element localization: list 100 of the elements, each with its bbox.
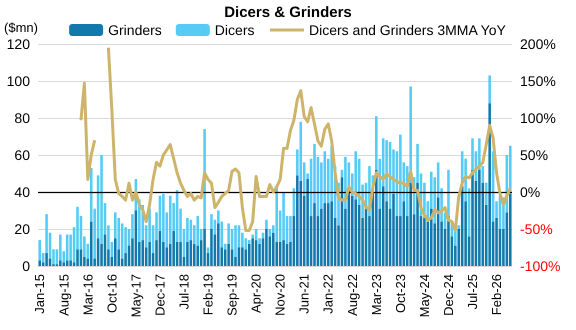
y2-tick-label: 50%	[520, 147, 548, 163]
bar	[292, 188, 296, 216]
y-tick-label: 120	[6, 36, 30, 52]
y-tick-label: 100	[6, 73, 30, 89]
bar	[278, 242, 282, 266]
bar	[254, 240, 258, 266]
bar	[176, 190, 178, 242]
x-tick-label: Jan-15	[32, 274, 48, 314]
x-tick-label: Apr-20	[248, 274, 264, 314]
x-tick-label: Dec-24	[440, 274, 456, 316]
y-tick-label: 60	[14, 147, 30, 163]
x-tick-label: Jun-21	[296, 274, 312, 314]
bar	[364, 204, 368, 266]
bar	[96, 238, 100, 266]
bar	[192, 244, 196, 266]
bar	[172, 230, 175, 266]
bar	[282, 240, 285, 266]
bar	[488, 75, 491, 104]
bar	[241, 248, 244, 266]
y2-tick-label: 200%	[520, 36, 556, 52]
bar	[190, 220, 192, 240]
y-axis-title: ($mn)	[4, 20, 38, 35]
x-tick-label: Feb-26	[489, 274, 504, 316]
bar	[186, 242, 189, 266]
bar	[508, 194, 512, 266]
bar	[114, 238, 117, 266]
y2-tick-label: 0%	[520, 184, 540, 200]
x-tick-label: Oct-16	[104, 274, 120, 314]
bar	[190, 240, 192, 266]
bar	[90, 222, 93, 266]
bar	[275, 186, 278, 242]
y2-tick-label: -50%	[520, 221, 553, 237]
bar	[234, 225, 237, 257]
bar	[313, 203, 316, 266]
x-tick-label: Aug-15	[56, 274, 72, 316]
bar	[179, 242, 182, 266]
bar	[460, 186, 464, 266]
bar	[134, 210, 138, 266]
bar	[265, 220, 268, 229]
bar	[402, 201, 406, 266]
bar	[251, 238, 254, 266]
bar	[265, 229, 268, 266]
bar	[227, 244, 230, 266]
bar	[45, 253, 48, 266]
x-tick-label: Jul-25	[465, 274, 480, 310]
bar	[76, 249, 79, 266]
bar	[478, 170, 481, 266]
bar	[158, 230, 162, 266]
bar	[272, 232, 275, 266]
y2-tick-label: 150%	[520, 73, 556, 89]
bar	[38, 240, 42, 260]
bar	[217, 223, 220, 266]
bar	[495, 218, 498, 266]
bar	[206, 248, 210, 254]
bar	[471, 170, 474, 266]
x-tick-label: Feb-19	[200, 274, 216, 316]
bar	[282, 192, 285, 240]
bar	[203, 229, 206, 266]
bar	[388, 142, 392, 209]
bar	[354, 199, 358, 266]
y2-tick-label: -100%	[520, 258, 560, 274]
bar	[457, 225, 460, 229]
bar	[392, 194, 395, 266]
bar	[148, 242, 151, 266]
x-tick-label: Jul-18	[176, 274, 192, 310]
bar	[268, 229, 272, 236]
legend-label: Grinders	[108, 22, 162, 38]
bar	[488, 103, 491, 266]
bar	[141, 240, 144, 266]
x-tick-label: May-17	[128, 274, 144, 318]
x-tick-label: Sep-19	[224, 274, 240, 316]
bar	[330, 201, 333, 266]
bar	[296, 175, 299, 266]
y-tick-label: 20	[14, 221, 30, 237]
bar	[436, 198, 440, 266]
bar	[340, 177, 344, 266]
bar	[168, 196, 172, 244]
x-tick-label: May-24	[416, 274, 432, 318]
x-tick-label: Oct-23	[392, 274, 408, 314]
bar	[100, 155, 103, 244]
bar	[59, 260, 62, 266]
x-tick-label: Mar-23	[368, 274, 384, 316]
bar	[104, 234, 106, 266]
bar	[382, 186, 384, 266]
bar	[286, 244, 288, 266]
bar	[498, 196, 502, 229]
bar	[409, 182, 412, 266]
bar	[262, 232, 264, 238]
bar	[324, 203, 326, 266]
x-tick-label: Jan-22	[320, 274, 336, 314]
y-tick-label: 0	[22, 258, 30, 274]
bar	[289, 216, 292, 242]
bar	[59, 234, 62, 260]
y-tick-label: 80	[14, 110, 30, 126]
bar	[254, 229, 258, 240]
bar	[38, 260, 42, 266]
bar	[484, 182, 488, 205]
bar	[196, 216, 200, 246]
x-tick-label: Dec-17	[152, 274, 168, 316]
bar	[348, 190, 350, 266]
